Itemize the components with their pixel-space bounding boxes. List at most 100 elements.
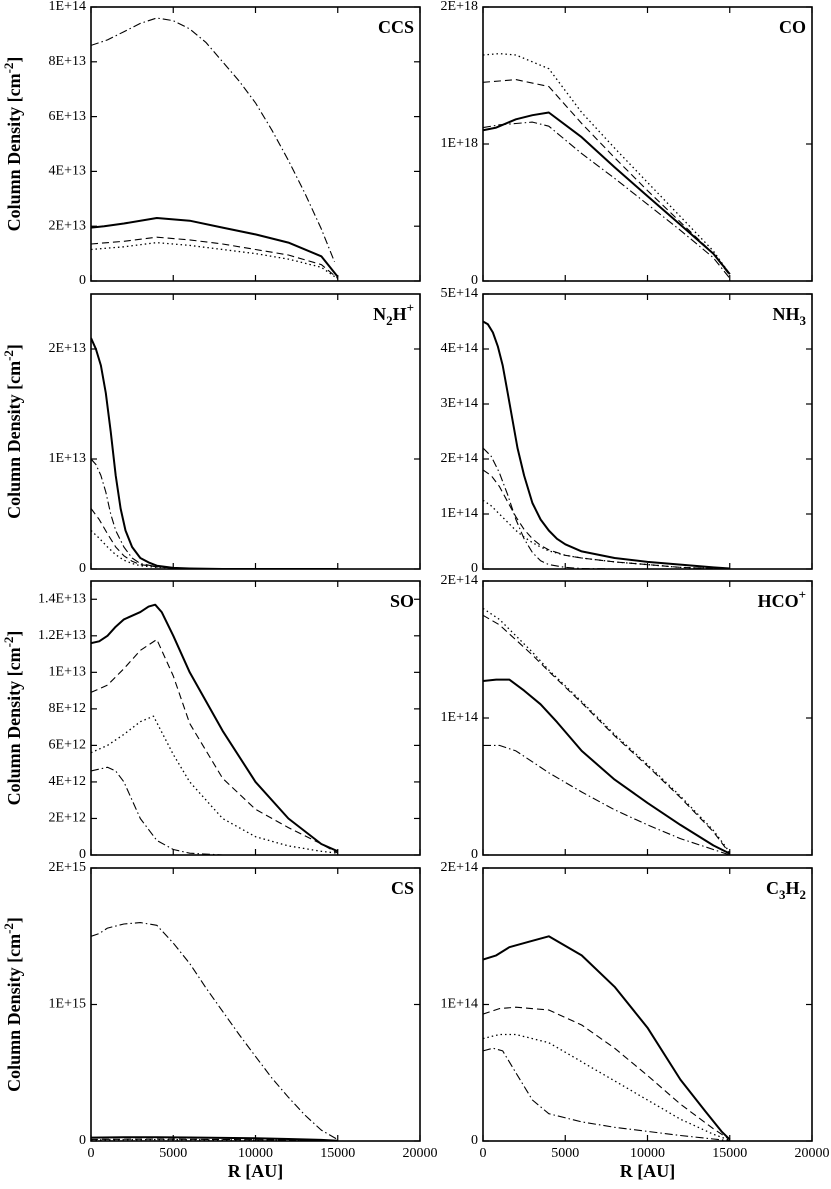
series-line-dashed	[483, 469, 730, 569]
y-tick-label: 0	[471, 273, 478, 288]
panel-title: NH3	[773, 304, 807, 328]
y-tick-label: 5E+14	[441, 286, 478, 301]
y-tick-label: 0	[471, 1133, 478, 1148]
y-tick-label: 3E+14	[441, 396, 478, 411]
panel-hco-: 0 1E+14 2E+14 HCO+	[441, 573, 813, 862]
series-line-dotted	[91, 715, 338, 854]
plot-frame	[482, 6, 813, 282]
y-axis-label: Column Density [cm-2]	[1, 917, 24, 1092]
series-line-dashdot	[91, 766, 338, 855]
panel-title: HCO+	[758, 587, 806, 611]
series-line-dashdot	[91, 17, 336, 263]
series-line-dotted	[483, 499, 730, 569]
plot-frame	[90, 580, 421, 856]
panel-title: CCS	[378, 17, 414, 37]
series-group	[91, 603, 339, 855]
y-tick-label: 1E+13	[49, 665, 86, 680]
x-axis-label: R [AU]	[620, 1161, 676, 1181]
y-tick-label: 0	[471, 847, 478, 862]
series-group	[483, 607, 731, 855]
x-tick-label: 15000	[712, 1146, 747, 1161]
panel-title: CS	[391, 878, 414, 898]
y-tick-label: 2E+14	[441, 451, 478, 466]
x-tick-label: 15000	[320, 1146, 355, 1161]
y-tick-label: 1.2E+13	[38, 628, 86, 643]
series-line-solid	[91, 337, 338, 569]
y-tick-label: 6E+13	[49, 109, 86, 124]
panel-title: CO	[779, 17, 806, 37]
y-tick-label: 8E+12	[49, 701, 86, 716]
plot-frame	[90, 293, 421, 570]
series-group	[483, 935, 731, 1141]
panel-title: C3H2	[766, 878, 806, 902]
y-tick-label: 8E+13	[49, 54, 86, 69]
y-tick-label: 1E+14	[49, 0, 86, 14]
panel-c3h2: 0 1E+14 2E+14 0 5000 10000 15000 20000 C3H2 R [AU…	[441, 860, 830, 1181]
y-tick-label: 2E+13	[49, 341, 86, 356]
x-tick-label: 0	[480, 1146, 487, 1161]
y-tick-label: 0	[79, 847, 86, 862]
y-tick-label: 0	[79, 273, 86, 288]
y-tick-label: 0	[79, 1133, 86, 1148]
series-line-solid	[91, 603, 339, 853]
y-tick-label: 1E+14	[441, 710, 478, 725]
series-line-dashed	[483, 79, 731, 276]
series-group	[483, 320, 730, 569]
y-tick-label: 0	[79, 561, 86, 576]
series-line-dashdot	[91, 458, 338, 569]
series-line-dashed	[91, 508, 338, 569]
series-line-solid	[483, 935, 731, 1141]
y-tick-label: 1E+14	[441, 997, 478, 1012]
series-group	[483, 52, 731, 279]
x-tick-label: 5000	[551, 1146, 579, 1161]
y-tick-label: 2E+14	[441, 860, 478, 875]
series-line-dashdot	[483, 121, 731, 279]
series-line-dotted	[91, 241, 339, 280]
y-tick-label: 2E+14	[441, 573, 478, 588]
series-line-dashed	[91, 236, 339, 279]
series-group	[91, 922, 339, 1141]
series-line-solid	[91, 217, 339, 278]
panel-nh3: 0 1E+14 2E+14 3E+14 4E+14 5E+14 NH3	[441, 286, 813, 576]
series-line-dashed	[483, 1006, 731, 1141]
y-tick-label: 1E+15	[49, 997, 86, 1012]
series-line-dashed	[91, 1138, 338, 1141]
series-line-solid	[483, 678, 731, 855]
y-tick-label: 4E+14	[441, 341, 478, 356]
series-line-dashdot	[483, 744, 730, 855]
panel-ccs: 0 2E+13 4E+13 6E+13 8E+13 1E+14 CCS Column Dens…	[1, 0, 421, 288]
plot-frame	[90, 6, 421, 282]
y-tick-label: 2E+15	[49, 860, 86, 875]
series-line-dashed	[91, 638, 339, 854]
x-tick-label: 10000	[238, 1146, 273, 1161]
y-axis-label: Column Density [cm-2]	[1, 631, 24, 806]
panel-title: N2H+	[373, 300, 414, 328]
panel-co: 0 1E+18 2E+18 CO	[441, 0, 813, 288]
x-tick-label: 5000	[159, 1146, 187, 1161]
plot-frame	[90, 867, 421, 1142]
plot-frame	[482, 293, 813, 570]
y-tick-label: 1E+14	[441, 506, 478, 521]
x-tick-label: 10000	[630, 1146, 665, 1161]
panel-so: 0 2E+12 4E+12 6E+12 8E+12 1E+13 1.2E+13 1.4E+13…	[1, 580, 421, 862]
series-line-solid	[483, 320, 730, 569]
y-tick-label: 6E+12	[49, 738, 86, 753]
series-line-dashdot	[483, 1047, 730, 1141]
series-line-dotted	[483, 1033, 731, 1141]
x-axis-label: R [AU]	[228, 1161, 284, 1181]
x-tick-label: 20000	[403, 1146, 438, 1161]
series-line-dotted	[483, 607, 731, 853]
y-tick-label: 1.4E+13	[38, 591, 86, 606]
y-tick-label: 1E+13	[49, 451, 86, 466]
x-tick-label: 20000	[795, 1146, 830, 1161]
y-tick-label: 4E+13	[49, 164, 86, 179]
series-line-dashdot	[483, 447, 730, 569]
x-tick-label: 0	[88, 1146, 95, 1161]
y-tick-label: 0	[471, 561, 478, 576]
series-line-dashed	[483, 614, 731, 854]
series-line-solid	[91, 1136, 338, 1141]
y-tick-label: 2E+12	[49, 811, 86, 826]
y-tick-label: 1E+18	[441, 136, 478, 151]
y-tick-label: 4E+12	[49, 774, 86, 789]
